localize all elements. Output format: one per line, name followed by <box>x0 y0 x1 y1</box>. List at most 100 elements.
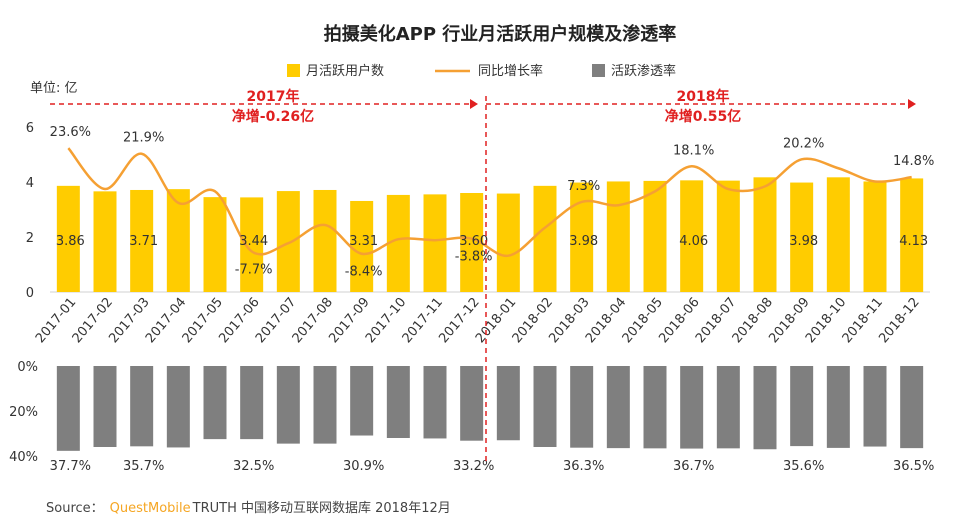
mau-data-label: 3.31 <box>349 234 378 249</box>
anno-year-2018: 2018年 <box>677 88 730 105</box>
mau-bar <box>863 181 887 292</box>
penetration-bar <box>680 366 704 449</box>
growth-data-label: 20.2% <box>783 136 824 151</box>
penetration-bar <box>386 366 410 438</box>
mau-bar <box>240 197 264 292</box>
source-prefix: Source： <box>46 501 104 516</box>
mau-data-label: 4.13 <box>899 234 928 249</box>
penetration-data-label: 36.7% <box>673 459 714 474</box>
legend-label-bars: 月活跃用户数 <box>306 63 384 79</box>
mau-bar <box>460 193 484 292</box>
mau-bar <box>533 185 557 292</box>
penetration-bar <box>56 366 80 451</box>
legend-swatch-pen <box>592 64 605 77</box>
mau-bar <box>350 200 374 292</box>
y-axis-bottom: 0% 20% 40% <box>9 360 38 465</box>
y-left-tick-label: 4 <box>26 176 34 191</box>
penetration-bar <box>570 366 594 448</box>
penetration-bar <box>350 366 374 436</box>
y-left-tick-label: 0 <box>26 286 34 301</box>
mau-bars <box>56 177 924 292</box>
growth-data-label: 21.9% <box>123 131 164 146</box>
penetration-data-label: 35.6% <box>783 459 824 474</box>
penetration-bars <box>56 366 924 451</box>
penetration-bar <box>826 366 850 448</box>
growth-data-label: 7.3% <box>567 179 600 194</box>
growth-data-label: -8.4% <box>345 265 383 280</box>
mau-data-label: 3.86 <box>56 234 85 249</box>
mau-data-label: 3.98 <box>789 234 818 249</box>
source-rest: TRUTH 中国移动互联网数据库 2018年12月 <box>192 500 451 516</box>
y-left-tick-label: 2 <box>26 231 34 246</box>
mau-bar <box>826 177 850 292</box>
penetration-bar <box>496 366 520 441</box>
mau-bar <box>496 193 520 292</box>
y-bottom-tick-label: 20% <box>9 405 38 420</box>
chart-title: 拍摄美化APP 行业月活跃用户规模及渗透率 <box>324 23 677 45</box>
mau-bar <box>56 185 80 292</box>
mau-data-label: 3.44 <box>239 234 268 249</box>
penetration-bar <box>203 366 227 440</box>
penetration-bar <box>93 366 117 447</box>
mau-bar <box>716 180 740 292</box>
penetration-data-label: 36.5% <box>893 459 934 474</box>
mau-bar <box>423 194 447 292</box>
penetration-bar <box>313 366 337 444</box>
penetration-data-label: 36.3% <box>563 459 604 474</box>
legend: 月活跃用户数 同比增长率 活跃渗透率 <box>287 63 676 79</box>
penetration-data-label: 33.2% <box>453 459 494 474</box>
penetration-bar <box>900 366 924 449</box>
mau-bar <box>643 180 667 292</box>
penetration-bar <box>533 366 557 447</box>
anno-arrowhead-2017 <box>470 99 478 109</box>
penetration-data-label: 35.7% <box>123 459 164 474</box>
mau-data-label: 4.06 <box>679 234 708 249</box>
growth-data-label: 14.8% <box>893 154 934 169</box>
penetration-data-label: 32.5% <box>233 459 274 474</box>
mau-data-label: 3.71 <box>129 234 158 249</box>
source-brand: QuestMobile <box>110 501 191 516</box>
penetration-bar <box>790 366 814 447</box>
annotations: 2017年 净增-0.26亿 2018年 净增0.55亿 <box>50 88 916 462</box>
mau-bar <box>606 181 630 292</box>
mau-bar <box>203 197 227 292</box>
penetration-bar <box>643 366 667 449</box>
mau-bar <box>93 191 117 292</box>
legend-label-pen: 活跃渗透率 <box>611 63 676 79</box>
mau-bar <box>166 189 190 292</box>
mau-data-label: 3.98 <box>569 234 598 249</box>
penetration-data-label: 37.7% <box>50 459 91 474</box>
mau-bar <box>313 189 337 292</box>
y-axis-left: 0 2 4 6 <box>26 121 34 301</box>
mau-bar <box>570 182 594 292</box>
growth-data-label: 23.6% <box>50 125 91 140</box>
mau-bar <box>900 178 924 292</box>
penetration-bar <box>240 366 264 440</box>
penetration-data-label: 30.9% <box>343 459 384 474</box>
penetration-bar <box>606 366 630 449</box>
y-bottom-tick-label: 0% <box>17 360 38 375</box>
penetration-bar <box>166 366 190 448</box>
anno-text-2018: 净增0.55亿 <box>665 108 742 125</box>
penetration-bar <box>460 366 484 441</box>
penetration-bar <box>863 366 887 447</box>
y-left-tick-label: 6 <box>26 121 34 136</box>
mau-bar <box>386 194 410 292</box>
growth-data-label: -3.8% <box>455 250 493 265</box>
mau-bar <box>753 177 777 292</box>
growth-line <box>67 147 912 257</box>
mau-bar <box>130 189 154 292</box>
y-bottom-tick-label: 40% <box>9 450 38 465</box>
x-axis-ticks: 2017-012017-022017-032017-042017-052017-… <box>33 295 923 346</box>
growth-data-label: 18.1% <box>673 143 714 158</box>
penetration-bar <box>716 366 740 449</box>
penetration-bar <box>130 366 154 447</box>
penetration-bar <box>423 366 447 439</box>
legend-label-line: 同比增长率 <box>478 63 543 79</box>
mau-bar <box>680 180 704 292</box>
anno-arrowhead-2018 <box>908 99 916 109</box>
penetration-bar <box>276 366 300 444</box>
mau-data-label: 3.60 <box>459 234 488 249</box>
legend-swatch-bars <box>287 64 300 77</box>
